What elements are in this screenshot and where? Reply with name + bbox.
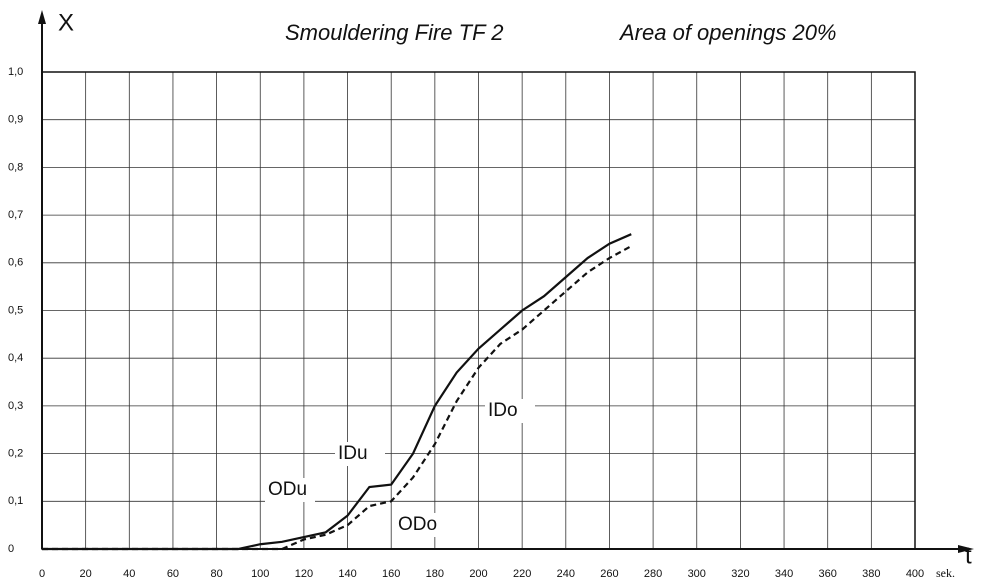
x-tick-label: 320 (731, 568, 749, 580)
series-line (42, 245, 632, 551)
x-tick-label: 400 (906, 568, 924, 580)
x-tick-label: 260 (600, 568, 618, 580)
y-tick-label: 0 (8, 543, 14, 555)
x-tick-label: 20 (80, 568, 92, 580)
annotation-bg (335, 442, 385, 466)
x-tick-label: 280 (644, 568, 662, 580)
x-tick-label: 340 (775, 568, 793, 580)
y-tick-label: 0,4 (8, 352, 23, 364)
x-tick-label: 360 (819, 568, 837, 580)
x-tick-label: 120 (295, 568, 313, 580)
x-axis-unit: sek. (936, 566, 955, 580)
y-tick-label: 0,7 (8, 209, 23, 221)
y-tick-label: 0,6 (8, 257, 23, 269)
annotation-bg (485, 399, 535, 423)
y-tick-label: 0,9 (8, 114, 23, 126)
x-tick-label: 220 (513, 568, 531, 580)
y-tick-label: 0,5 (8, 304, 23, 316)
chart-title: Smouldering Fire TF 2 (285, 20, 503, 45)
x-tick-label: 200 (469, 568, 487, 580)
annotation: IDu (338, 443, 368, 464)
y-tick-label: 0,1 (8, 495, 23, 507)
annotation-bg (265, 478, 315, 502)
annotation: ODo (398, 514, 437, 535)
annotation-bg (395, 513, 445, 537)
x-tick-label: 40 (123, 568, 135, 580)
x-tick-label: 100 (251, 568, 269, 580)
annotation: ODu (268, 479, 307, 500)
y-axis-label: X (58, 9, 74, 36)
annotation: IDo (488, 400, 518, 421)
y-tick-label: 0,3 (8, 400, 23, 412)
x-tick-label: 300 (688, 568, 706, 580)
x-tick-label: 140 (338, 568, 356, 580)
x-tick-label: 380 (862, 568, 880, 580)
x-tick-label: 160 (382, 568, 400, 580)
x-axis-label: t (965, 542, 972, 569)
x-tick-label: 180 (426, 568, 444, 580)
x-tick-label: 0 (39, 568, 45, 580)
x-axis-arrow (958, 545, 974, 553)
y-tick-label: 1,0 (8, 66, 23, 78)
y-tick-label: 0,2 (8, 448, 23, 460)
x-tick-label: 240 (557, 568, 575, 580)
x-tick-label: 80 (210, 568, 222, 580)
x-tick-label: 60 (167, 568, 179, 580)
chart-subtitle: Area of openings 20% (618, 20, 837, 45)
series-line (42, 233, 632, 551)
y-axis-arrow (38, 10, 46, 24)
y-tick-label: 0,8 (8, 161, 23, 173)
